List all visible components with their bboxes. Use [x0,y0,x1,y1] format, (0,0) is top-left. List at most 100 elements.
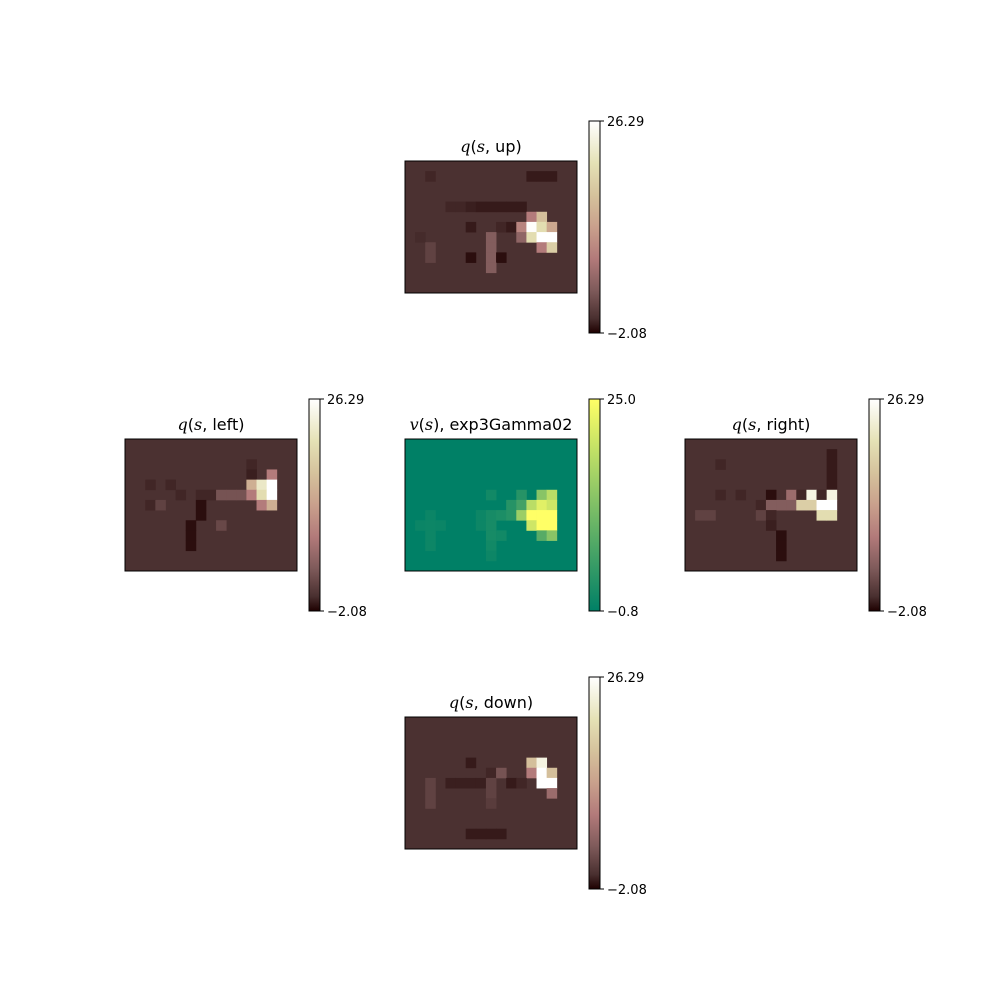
heatmap-cell [246,459,257,470]
heatmap-cell [536,499,548,511]
heatmap-cell [496,221,507,233]
heatmap-cell [546,530,558,541]
colorbar-right [868,398,881,612]
heatmap-cell [546,499,558,511]
heatmap-cell [425,540,436,552]
heatmap-cell [266,469,278,481]
heatmap-cell [546,510,558,521]
heatmap-cell [826,469,838,481]
heatmap-cell [485,510,497,521]
heatmap-cell [536,777,548,789]
heatmap-cell [506,221,517,233]
colorbar-left [308,398,321,612]
heatmap-cell [465,777,477,789]
heatmap-cell [485,232,497,243]
heatmap-cell [786,489,797,501]
colorbar-tick-label: 26.29 [607,671,644,686]
heatmap-cell [765,510,777,521]
heatmap-frame-right [684,438,858,572]
panel-title-left: q(s, left) [177,415,244,434]
heatmap-cell [425,520,436,531]
heatmap-cell [816,499,828,511]
heatmap-cell [475,520,487,531]
heatmap-cell [546,777,558,789]
heatmap-cell [776,530,787,541]
heatmap-cell [496,201,507,213]
heatmap-cell [806,489,817,501]
heatmap-cell [735,489,747,501]
heatmap-cell [516,232,527,243]
heatmap-cell [755,510,767,521]
heatmap-cell [715,459,726,470]
heatmap-cell [526,232,537,243]
heatmap-cell [536,489,548,501]
panel-down: q(s, down) 26.29 −2.08 [404,671,647,898]
heatmap-cell [536,530,548,541]
heatmap-cell [485,530,497,541]
heatmap-cell [425,798,436,809]
heatmap-cell [185,520,197,531]
heatmap-frame-down [404,716,578,850]
heatmap-cell [796,499,807,511]
heatmap-cell [455,777,467,789]
heatmap-cell [526,211,537,223]
heatmap-cell [816,489,828,501]
heatmap-cell [536,767,548,779]
heatmap-cell [546,171,558,182]
heatmap-cell [246,469,257,481]
heatmap-cell [806,499,817,511]
heatmap-cell [715,489,726,501]
heatmap-cell [266,479,278,491]
heatmap-cell [826,499,838,511]
heatmap-cell [425,242,436,253]
colorbar-tick-label: 26.29 [607,115,644,130]
heatmap-frame-up [404,160,578,294]
heatmap-cell [266,489,278,501]
heatmap-cell [185,540,197,552]
heatmap-cell [195,489,207,501]
heatmap-cell [475,510,487,521]
heatmap-cell [485,262,497,274]
heatmap-cell [516,777,527,789]
heatmap-cell [526,221,537,233]
heatmap-cell [516,489,527,501]
colorbar-tick-label: −2.08 [327,605,367,620]
heatmap-cell [546,767,558,779]
heatmap-cell [506,499,517,511]
heatmap-frame-value [404,438,578,572]
heatmap-cell [506,510,517,521]
heatmap-cell [705,510,716,521]
heatmap-cell [816,510,828,521]
colorbar-value [588,398,601,612]
heatmap-cell [516,221,527,233]
heatmap-cell [765,489,777,501]
heatmap-cell [465,828,477,840]
heatmap-cell [546,242,558,253]
heatmap-cell [445,777,456,789]
heatmap-cell [765,520,777,531]
colorbar-tick-label: −0.8 [607,605,639,620]
heatmap-cell [485,788,497,799]
heatmap-cell [526,767,537,779]
heatmap-cell [536,171,548,182]
heatmap-cell [425,252,436,263]
panel-title-down: q(s, down) [449,693,533,712]
panel-right: q(s, right) 26.29 −2.08 [684,393,927,620]
heatmap-cell [236,489,247,501]
heatmap-cell [485,550,497,562]
colorbar-tick-label: −2.08 [607,883,647,898]
heatmap-cell [796,489,807,501]
heatmap-cell [546,232,558,243]
heatmap-cell [536,242,548,253]
heatmap-cell [526,757,537,769]
heatmap-cell [485,540,497,552]
heatmap-cell [536,211,548,223]
heatmap-cell [526,510,537,521]
heatmap-cell [826,459,838,470]
heatmap-cell [826,449,838,460]
heatmap-cell [425,510,436,521]
heatmap-cell [826,510,838,521]
panel-title-up: q(s, up) [460,137,521,156]
heatmap-cell [526,520,537,531]
